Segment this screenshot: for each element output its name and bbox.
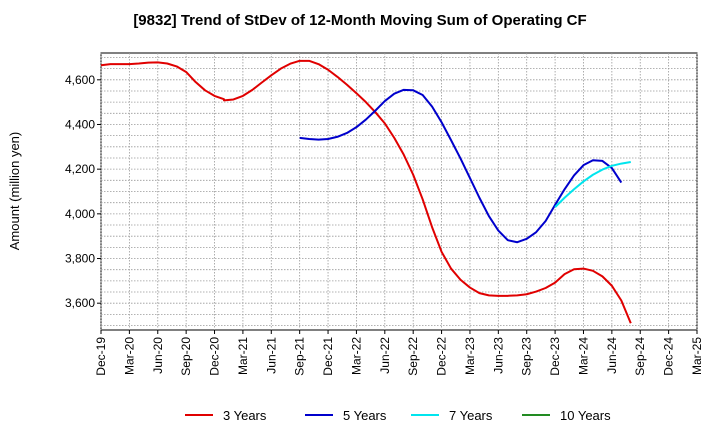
x-tick-label: Dec-20 <box>208 337 222 376</box>
x-axis-ticks: Dec-19 Mar-20 Jun-20 Sep-20 Dec-20 Mar-21 Jun-… <box>94 330 704 376</box>
x-tick-label: Mar-22 <box>349 337 363 375</box>
x-tick-label: Sep-24 <box>633 337 647 376</box>
legend-label: 3 Years <box>223 408 267 423</box>
x-tick-label: Dec-23 <box>548 337 562 376</box>
series-line-5-years <box>299 88 623 244</box>
x-tick-label: Sep-23 <box>520 337 534 376</box>
x-tick-label: Jun-24 <box>605 337 619 374</box>
x-tick-label: Dec-22 <box>435 337 449 376</box>
y-axis-ticks: 3,600 3,800 4,000 4,200 4,400 4,600 <box>65 73 101 310</box>
series-line-7-years <box>554 161 631 208</box>
x-tick-label: Jun-23 <box>491 337 505 374</box>
y-tick-label: 4,400 <box>65 117 95 131</box>
x-tick-label: Mar-21 <box>236 337 250 375</box>
series-line-3-years <box>100 59 632 324</box>
y-tick-label: 4,000 <box>65 207 95 221</box>
legend-label: 5 Years <box>343 408 387 423</box>
x-tick-label: Mar-25 <box>690 337 704 375</box>
y-tick-label: 3,800 <box>65 252 95 266</box>
x-tick-label: Dec-24 <box>662 337 676 376</box>
series-lines <box>100 59 632 324</box>
x-tick-label: Mar-24 <box>576 337 590 375</box>
legend: 3 Years 5 Years 7 Years 10 Years <box>185 408 611 423</box>
x-tick-label: Jun-21 <box>264 337 278 374</box>
x-tick-label: Jun-20 <box>151 337 165 374</box>
x-tick-label: Sep-20 <box>179 337 193 376</box>
y-axis-label: Amount (million yen) <box>7 132 22 251</box>
x-tick-label: Mar-23 <box>463 337 477 375</box>
x-tick-label: Dec-21 <box>321 337 335 376</box>
x-tick-label: Jun-22 <box>378 337 392 374</box>
y-tick-label: 3,600 <box>65 296 95 310</box>
grid-lines <box>100 53 698 330</box>
x-tick-label: Mar-20 <box>122 337 136 375</box>
x-tick-label: Sep-21 <box>293 337 307 376</box>
x-tick-label: Sep-22 <box>406 337 420 376</box>
x-tick-label: Dec-19 <box>94 337 108 376</box>
chart-title: [9832] Trend of StDev of 12-Month Moving… <box>133 12 587 29</box>
legend-label: 7 Years <box>449 408 493 423</box>
y-tick-label: 4,200 <box>65 162 95 176</box>
legend-label: 10 Years <box>560 408 611 423</box>
y-tick-label: 4,600 <box>65 73 95 87</box>
